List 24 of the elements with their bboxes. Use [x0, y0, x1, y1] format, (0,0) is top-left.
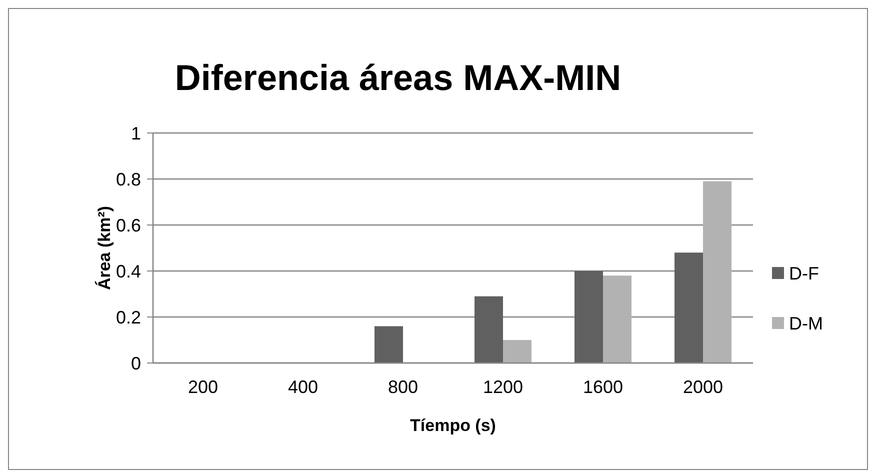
y-tick-label: 0.4: [116, 261, 141, 282]
legend-label: D-F: [789, 263, 819, 284]
bar: [674, 252, 703, 363]
x-tick-label: 800: [388, 377, 418, 397]
x-tick-label: 200: [188, 377, 218, 397]
legend-label: D-M: [789, 313, 823, 334]
y-tick-label: 0.6: [116, 215, 141, 236]
y-tick-label: 0: [130, 353, 141, 374]
bar: [574, 271, 603, 363]
bar: [374, 326, 403, 363]
x-tick-label: 2000: [682, 377, 724, 397]
bar: [703, 181, 732, 363]
x-tick-label: 1200: [482, 377, 524, 397]
x-tick-label: 1600: [582, 377, 624, 397]
y-tick-label: 0.8: [116, 169, 141, 190]
x-tick-label: 400: [288, 377, 318, 397]
x-axis-title: Tíempo (s): [410, 416, 496, 435]
y-axis-title: Área (km²): [94, 206, 114, 290]
bar: [603, 276, 632, 363]
chart-title: Diferencia áreas MAX-MIN: [174, 57, 622, 98]
bar: [503, 340, 532, 363]
y-tick-label: 0.2: [116, 307, 141, 328]
y-tick-label: 1: [130, 123, 141, 144]
bar: [474, 296, 503, 363]
